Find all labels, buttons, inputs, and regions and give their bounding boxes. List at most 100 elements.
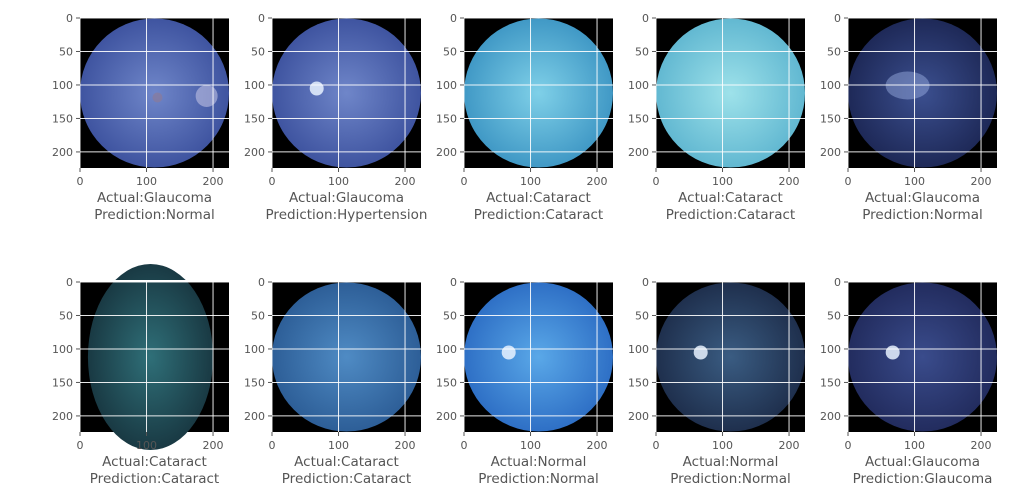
y-tick-label: 200 bbox=[244, 146, 265, 159]
optic-disc bbox=[693, 345, 708, 360]
actual-label: Actual:Glaucoma bbox=[865, 454, 980, 470]
y-tick-label: 0 bbox=[450, 276, 457, 289]
x-tick-label: 100 bbox=[904, 175, 925, 188]
prediction-label: Prediction:Cataract bbox=[474, 207, 603, 223]
x-tick-label: 0 bbox=[77, 175, 84, 188]
y-tick-label: 50 bbox=[59, 309, 73, 322]
x-tick-label: 200 bbox=[587, 175, 608, 188]
y-tick-label: 150 bbox=[244, 376, 265, 389]
x-tick-label: 200 bbox=[971, 439, 992, 452]
y-tick-label: 200 bbox=[820, 410, 841, 423]
y-tick-label: 100 bbox=[820, 79, 841, 92]
y-tick-label: 50 bbox=[443, 309, 457, 322]
prediction-label: Prediction:Cataract bbox=[282, 471, 411, 487]
y-tick-label: 200 bbox=[52, 146, 73, 159]
y-tick-label: 50 bbox=[827, 309, 841, 322]
y-tick-label: 150 bbox=[436, 376, 457, 389]
panel: 0 50 100 150 200 0 100 200 Actual:GlaucomaPredic… bbox=[52, 12, 229, 223]
prediction-label: Prediction:Cataract bbox=[666, 207, 795, 223]
x-tick-label: 0 bbox=[269, 175, 276, 188]
y-tick-label: 150 bbox=[628, 112, 649, 125]
y-tick-label: 200 bbox=[244, 410, 265, 423]
x-tick-label: 200 bbox=[779, 175, 800, 188]
panel: 0 50 100 150 200 0 100 200 Actual:CataractPredic… bbox=[628, 12, 805, 223]
actual-label: Actual:Normal bbox=[491, 454, 587, 470]
y-tick-label: 50 bbox=[635, 309, 649, 322]
x-tick-label: 100 bbox=[520, 439, 541, 452]
y-tick-label: 0 bbox=[258, 276, 265, 289]
y-tick-label: 100 bbox=[820, 343, 841, 356]
fundus-image bbox=[272, 18, 421, 168]
y-tick-label: 150 bbox=[244, 112, 265, 125]
fundus-image bbox=[272, 282, 421, 432]
y-tick-label: 100 bbox=[52, 343, 73, 356]
x-tick-label: 100 bbox=[904, 439, 925, 452]
prediction-label: Prediction:Normal bbox=[670, 471, 790, 487]
y-tick-label: 50 bbox=[443, 45, 457, 58]
actual-label: Actual:Cataract bbox=[294, 454, 399, 470]
fundus-image bbox=[80, 18, 229, 168]
x-tick-label: 100 bbox=[136, 439, 157, 452]
actual-label: Actual:Glaucoma bbox=[289, 190, 404, 206]
fundus-image bbox=[656, 18, 805, 168]
y-tick-label: 100 bbox=[436, 79, 457, 92]
x-tick-label: 0 bbox=[653, 439, 660, 452]
x-tick-label: 200 bbox=[203, 175, 224, 188]
macula bbox=[152, 92, 163, 103]
prediction-label: Prediction:Glaucoma bbox=[853, 471, 993, 487]
fundus-image bbox=[848, 282, 997, 432]
y-tick-label: 50 bbox=[827, 45, 841, 58]
y-tick-label: 150 bbox=[820, 376, 841, 389]
y-tick-label: 0 bbox=[642, 276, 649, 289]
y-tick-label: 0 bbox=[642, 12, 649, 25]
optic-disc bbox=[195, 85, 218, 107]
y-tick-label: 150 bbox=[820, 112, 841, 125]
y-tick-label: 100 bbox=[628, 79, 649, 92]
x-tick-label: 0 bbox=[653, 175, 660, 188]
y-tick-label: 100 bbox=[52, 79, 73, 92]
x-tick-label: 0 bbox=[845, 175, 852, 188]
x-tick-label: 200 bbox=[971, 175, 992, 188]
x-tick-label: 200 bbox=[203, 439, 224, 452]
y-tick-label: 0 bbox=[450, 12, 457, 25]
actual-label: Actual:Glaucoma bbox=[97, 190, 212, 206]
fundus-image bbox=[464, 18, 613, 168]
fundus-image bbox=[656, 282, 805, 432]
optic-disc bbox=[885, 345, 900, 360]
y-tick-label: 100 bbox=[436, 343, 457, 356]
y-tick-label: 50 bbox=[251, 309, 265, 322]
x-tick-label: 0 bbox=[269, 439, 276, 452]
y-tick-label: 200 bbox=[436, 146, 457, 159]
y-tick-label: 0 bbox=[834, 276, 841, 289]
y-tick-label: 100 bbox=[244, 343, 265, 356]
y-tick-label: 100 bbox=[244, 79, 265, 92]
y-tick-label: 0 bbox=[834, 12, 841, 25]
x-tick-label: 0 bbox=[77, 439, 84, 452]
x-tick-label: 200 bbox=[395, 439, 416, 452]
y-tick-label: 150 bbox=[436, 112, 457, 125]
y-tick-label: 50 bbox=[59, 45, 73, 58]
x-tick-label: 100 bbox=[712, 439, 733, 452]
actual-label: Actual:Normal bbox=[683, 454, 779, 470]
y-tick-label: 150 bbox=[628, 376, 649, 389]
y-tick-label: 200 bbox=[820, 146, 841, 159]
y-tick-label: 200 bbox=[628, 146, 649, 159]
prediction-label: Prediction:Normal bbox=[94, 207, 214, 223]
y-tick-label: 200 bbox=[52, 410, 73, 423]
optic-disc bbox=[501, 345, 516, 360]
fundus-image bbox=[87, 264, 214, 450]
fundus-image bbox=[464, 282, 613, 432]
actual-label: Actual:Cataract bbox=[486, 190, 591, 206]
optic-disc bbox=[309, 81, 324, 96]
prediction-label: Prediction:Normal bbox=[862, 207, 982, 223]
panel: 0 50 100 150 200 0 100 200 Actual:GlaucomaPredic… bbox=[820, 12, 997, 223]
y-tick-label: 50 bbox=[635, 45, 649, 58]
y-tick-label: 200 bbox=[628, 410, 649, 423]
x-tick-label: 100 bbox=[520, 175, 541, 188]
x-tick-label: 100 bbox=[712, 175, 733, 188]
x-tick-label: 100 bbox=[328, 439, 349, 452]
y-tick-label: 0 bbox=[66, 276, 73, 289]
